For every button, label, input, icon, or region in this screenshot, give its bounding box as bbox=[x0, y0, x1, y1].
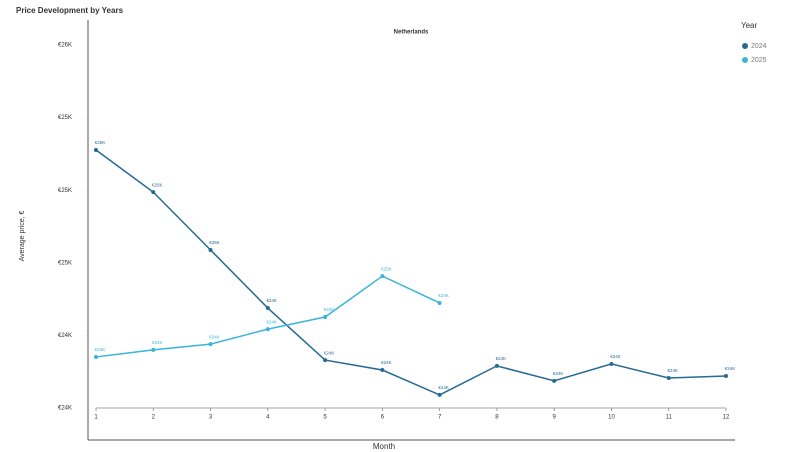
data-point bbox=[208, 247, 213, 252]
data-label: €25K bbox=[381, 266, 392, 271]
y-tick-label: €24K bbox=[58, 333, 72, 339]
x-tick-label: 11 bbox=[666, 415, 673, 421]
data-point bbox=[380, 368, 385, 373]
series-line bbox=[95, 149, 727, 396]
data-label: €25K bbox=[152, 182, 163, 187]
x-axis-label: Month bbox=[373, 442, 395, 451]
legend-label: 2025 bbox=[751, 57, 767, 64]
y-tick-label: €25K bbox=[58, 188, 72, 194]
legend-marker bbox=[742, 57, 748, 63]
y-tick-label: €25K bbox=[58, 260, 72, 266]
series-line bbox=[95, 275, 440, 358]
data-point bbox=[151, 347, 156, 352]
data-point bbox=[494, 363, 499, 368]
data-point bbox=[437, 392, 442, 397]
x-tick-label: 12 bbox=[723, 415, 730, 421]
data-point bbox=[380, 274, 385, 279]
data-label: €24K bbox=[324, 307, 335, 312]
data-label: €24K bbox=[496, 356, 507, 361]
y-axis-label: Average price, € bbox=[19, 210, 26, 261]
data-point bbox=[323, 315, 328, 320]
data-point bbox=[437, 300, 442, 305]
data-point bbox=[94, 354, 98, 359]
data-point bbox=[666, 375, 671, 380]
data-point bbox=[265, 327, 270, 332]
x-tick-label: 4 bbox=[266, 415, 270, 421]
data-label: €24K bbox=[667, 368, 678, 373]
legend-marker bbox=[742, 43, 748, 49]
legend-label: 2024 bbox=[751, 43, 767, 50]
data-point bbox=[265, 306, 270, 311]
y-tick-label: €26K bbox=[58, 43, 72, 49]
x-tick-label: 3 bbox=[209, 415, 213, 421]
data-label: €24K bbox=[725, 366, 736, 371]
data-label: €24K bbox=[152, 340, 163, 345]
data-label: €25K bbox=[209, 240, 220, 245]
data-label: €24K bbox=[324, 350, 335, 355]
data-point bbox=[609, 361, 614, 366]
data-label: €24K bbox=[438, 293, 449, 298]
data-label: €24K bbox=[553, 371, 564, 376]
data-label: €24K bbox=[267, 319, 278, 324]
y-tick-label: €25K bbox=[58, 115, 72, 121]
chart-subtitle: Netherlands bbox=[394, 30, 429, 36]
data-point bbox=[552, 378, 557, 383]
data-point bbox=[323, 358, 328, 363]
data-label: €25K bbox=[95, 140, 106, 145]
x-tick-label: 6 bbox=[381, 415, 385, 421]
data-label: €24K bbox=[381, 360, 392, 365]
data-point bbox=[151, 190, 156, 195]
x-tick-label: 7 bbox=[438, 415, 442, 421]
y-tick-label: €24K bbox=[58, 406, 72, 412]
chart-title: Price Development by Years bbox=[16, 6, 124, 15]
data-label: €24K bbox=[209, 334, 220, 339]
x-tick-label: 5 bbox=[323, 415, 327, 421]
x-tick-label: 9 bbox=[553, 415, 557, 421]
data-label: €24K bbox=[438, 385, 449, 390]
x-tick-label: 1 bbox=[94, 415, 98, 421]
data-label: €24K bbox=[95, 347, 106, 352]
data-point bbox=[724, 374, 728, 379]
data-point bbox=[208, 342, 213, 347]
x-tick-label: 2 bbox=[152, 415, 156, 421]
x-tick-label: 10 bbox=[608, 415, 615, 421]
x-tick-label: 8 bbox=[495, 415, 499, 421]
data-label: €24K bbox=[610, 354, 621, 359]
data-label: €24K bbox=[267, 298, 278, 303]
data-point bbox=[94, 148, 98, 153]
legend-title: Year bbox=[741, 21, 758, 30]
